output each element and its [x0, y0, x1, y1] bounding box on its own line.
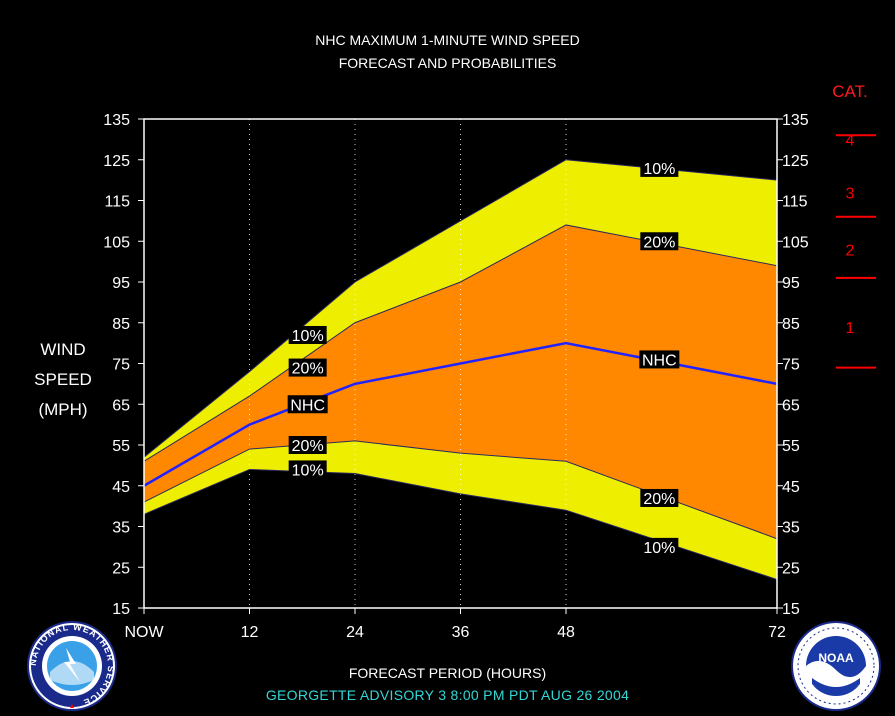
- annotation-bg-7: [639, 350, 680, 369]
- y-tick-label-left-135: 135: [103, 112, 130, 129]
- annotation-label-6: 20%: [643, 234, 675, 251]
- ylabel-line3: (MPH): [38, 400, 88, 419]
- annotation-bg-5: [640, 158, 679, 177]
- annotation-label-5: 10%: [643, 161, 675, 178]
- y-tick-label-right-135: 135: [782, 112, 809, 129]
- annotation-label-9: 10%: [643, 540, 675, 557]
- category-label-4: 4: [846, 132, 855, 149]
- annotation-label-7: NHC: [642, 352, 677, 369]
- xlabel: FORECAST PERIOD (HOURS): [348, 665, 547, 681]
- chart-title-line1: NHC MAXIMUM 1-MINUTE WIND SPEED: [315, 32, 580, 48]
- x-tick-label-36: 36: [452, 624, 470, 641]
- y-tick-label-right-105: 105: [782, 234, 809, 251]
- y-tick-label-left-65: 65: [112, 397, 130, 414]
- y-tick-label-right-65: 65: [782, 397, 800, 414]
- x-tick-label-0: NOW: [124, 624, 164, 641]
- y-tick-label-right-115: 115: [782, 194, 808, 211]
- annotation-label-4: 10%: [292, 462, 324, 479]
- annotation-bg-3: [288, 436, 327, 454]
- x-tick-label-24: 24: [346, 624, 364, 641]
- y-tick-label-right-125: 125: [782, 153, 809, 170]
- y-tick-label-left-15: 15: [112, 601, 130, 618]
- y-tick-label-right-95: 95: [782, 275, 800, 292]
- category-label-1: 1: [846, 320, 855, 337]
- nws-logo-icon: NATIONAL WEATHER SERVICE: [27, 621, 117, 711]
- series-line-0: [143, 159, 778, 458]
- annotation-bg-6: [640, 232, 679, 251]
- annotation-bg-8: [640, 488, 679, 507]
- y-tick-label-left-85: 85: [112, 316, 130, 333]
- y-tick-label-left-125: 125: [103, 153, 130, 170]
- y-tick-label-right-55: 55: [782, 438, 800, 455]
- category-label-3: 3: [846, 185, 855, 202]
- y-tick-label-right-25: 25: [782, 560, 800, 577]
- y-tick-label-left-115: 115: [104, 194, 130, 211]
- category-label-2: 2: [846, 242, 855, 259]
- svg-text:NOAA: NOAA: [818, 651, 854, 665]
- annotation-label-3: 20%: [292, 438, 324, 455]
- y-tick-label-right-35: 35: [782, 520, 800, 537]
- annotation-label-0: 10%: [292, 328, 324, 345]
- band-20pct: [144, 224, 777, 539]
- advisory-line: GEORGETTE ADVISORY 3 8:00 PM PDT AUG 26 …: [265, 687, 630, 703]
- annotation-bg-9: [640, 537, 679, 556]
- annotation-label-8: 20%: [643, 491, 675, 508]
- x-tick-label-48: 48: [557, 624, 575, 641]
- y-tick-label-left-25: 25: [112, 560, 130, 577]
- category-title: CAT.: [832, 82, 868, 101]
- annotation-bg-2: [287, 395, 328, 414]
- y-tick-label-left-45: 45: [112, 479, 130, 496]
- ylabel-line1: WIND: [40, 340, 86, 359]
- x-tick-label-12: 12: [241, 624, 259, 641]
- y-tick-label-left-105: 105: [103, 234, 130, 251]
- annotation-bg-1: [288, 358, 327, 377]
- y-tick-label-right-15: 15: [782, 601, 800, 618]
- y-tick-label-right-85: 85: [782, 316, 800, 333]
- nhc-forecast-line: [143, 341, 778, 487]
- noaa-logo-icon: NOAA: [791, 621, 881, 711]
- series-line-4: [143, 468, 778, 580]
- y-tick-label-left-95: 95: [112, 275, 130, 292]
- annotation-label-2: NHC: [290, 397, 325, 414]
- annotation-label-1: 20%: [292, 361, 324, 378]
- x-tick-label-72: 72: [768, 624, 786, 641]
- y-tick-label-left-75: 75: [112, 357, 130, 374]
- y-tick-label-right-45: 45: [782, 479, 800, 496]
- chart-title-line2: FORECAST AND PROBABILITIES: [338, 55, 557, 71]
- y-tick-label-left-55: 55: [112, 438, 130, 455]
- annotation-bg-4: [288, 460, 327, 479]
- series-line-3: [143, 440, 778, 540]
- ylabel-line2: SPEED: [34, 370, 92, 389]
- y-tick-label-right-75: 75: [782, 357, 800, 374]
- series-line-1: [143, 224, 778, 462]
- annotation-bg-0: [288, 325, 327, 344]
- y-tick-label-left-35: 35: [112, 520, 130, 537]
